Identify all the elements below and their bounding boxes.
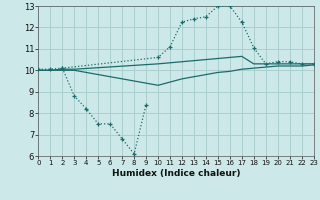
X-axis label: Humidex (Indice chaleur): Humidex (Indice chaleur) xyxy=(112,169,240,178)
